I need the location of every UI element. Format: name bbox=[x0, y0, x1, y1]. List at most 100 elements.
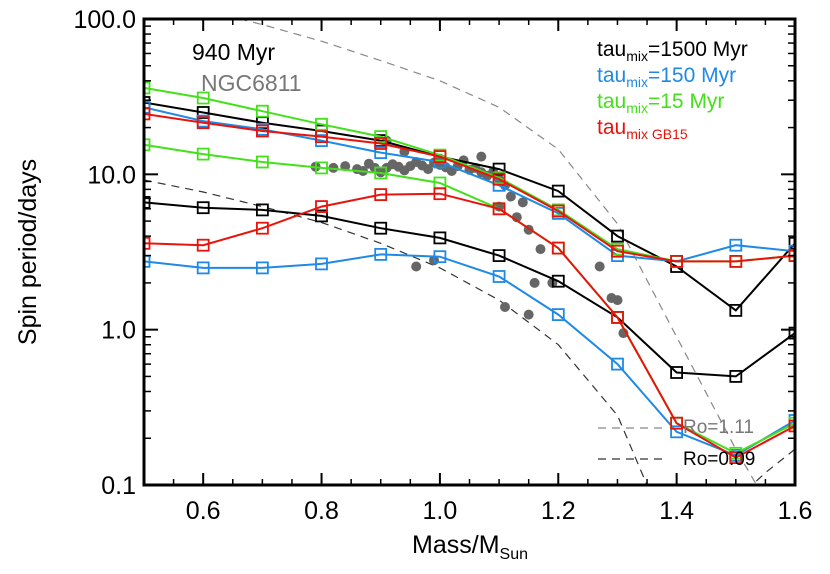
model-series-marker bbox=[196, 261, 210, 275]
model-series-line bbox=[144, 253, 795, 457]
ngc6811-star-point bbox=[423, 164, 434, 175]
rossby-curve bbox=[144, 179, 648, 485]
model-series-marker bbox=[492, 162, 506, 176]
model-series-marker bbox=[433, 187, 447, 201]
model-series-line bbox=[144, 143, 795, 455]
y-tick-label: 100.0 bbox=[73, 6, 136, 34]
model-series-marker bbox=[315, 200, 328, 214]
model-series-marker bbox=[492, 202, 506, 216]
model-series-marker bbox=[551, 184, 565, 198]
x-tick-label: 0.8 bbox=[304, 497, 339, 525]
model-series-marker bbox=[144, 107, 151, 121]
rossby-label-1: Ro=1.11 bbox=[683, 417, 754, 438]
model-series-marker bbox=[255, 221, 269, 235]
model-series-marker bbox=[492, 270, 506, 283]
y-axis-label: Spin period/days bbox=[14, 159, 42, 345]
model-series-marker bbox=[611, 244, 624, 258]
model-series-line bbox=[144, 201, 795, 378]
model-series-marker bbox=[144, 138, 151, 152]
model-series-line bbox=[144, 112, 795, 263]
model-series-marker bbox=[729, 369, 743, 383]
model-series-marker bbox=[551, 308, 565, 322]
model-series-marker bbox=[492, 249, 506, 263]
model-series-marker bbox=[551, 241, 565, 255]
y-tick-label: 1.0 bbox=[101, 317, 136, 345]
model-series-marker bbox=[374, 188, 388, 202]
model-series-marker bbox=[144, 236, 151, 250]
model-series-marker bbox=[788, 236, 795, 250]
model-series-marker bbox=[433, 231, 447, 245]
model-series-marker bbox=[144, 195, 151, 209]
cluster-annotation: NGC6811 bbox=[201, 70, 302, 96]
model-series-marker bbox=[196, 201, 210, 215]
model-series-marker bbox=[255, 203, 269, 217]
ngc6811-star-point bbox=[328, 162, 339, 173]
model-series-marker bbox=[196, 116, 210, 130]
model-series-marker bbox=[729, 254, 743, 268]
x-tick-label: 1.0 bbox=[423, 497, 458, 525]
x-tick-label: 0.6 bbox=[186, 497, 221, 525]
model-series-marker bbox=[492, 172, 506, 186]
model-series-marker bbox=[196, 147, 210, 161]
legend-entry: taumix GB15 bbox=[597, 116, 688, 142]
ngc6811-star-point bbox=[523, 309, 534, 320]
model-series-marker bbox=[670, 254, 683, 268]
legend-entry: taumix=15 Myr bbox=[597, 90, 724, 116]
model-series-marker bbox=[255, 261, 269, 275]
model-series-marker bbox=[374, 247, 388, 261]
model-series-marker bbox=[551, 274, 565, 288]
model-series-marker bbox=[196, 238, 210, 252]
ngc6811-star-point bbox=[500, 302, 510, 312]
model-series-marker bbox=[374, 166, 388, 180]
model-series-marker bbox=[144, 100, 151, 114]
model-series-marker bbox=[255, 124, 269, 138]
model-series-line bbox=[144, 106, 795, 263]
x-tick-label: 1.6 bbox=[778, 497, 813, 525]
model-series-marker bbox=[788, 419, 795, 433]
model-series-marker bbox=[670, 416, 683, 430]
ngc6811-star-point bbox=[476, 151, 487, 162]
legend-entry: taumix=1500 Myr bbox=[597, 38, 748, 64]
rossby-curve bbox=[237, 19, 758, 485]
model-series-line bbox=[144, 101, 795, 312]
model-series-marker bbox=[433, 150, 447, 164]
model-series-marker bbox=[611, 229, 624, 243]
model-series-marker bbox=[144, 81, 151, 95]
ngc6811-star-point bbox=[340, 161, 351, 172]
ngc6811-star-point bbox=[411, 261, 422, 272]
x-axis-label: Mass/MSun bbox=[412, 531, 528, 563]
model-series-marker bbox=[611, 310, 624, 324]
model-series-marker bbox=[255, 104, 269, 118]
model-series-marker bbox=[374, 137, 388, 150]
ngc6811-star-point bbox=[517, 197, 528, 208]
model-series-marker bbox=[315, 257, 328, 271]
model-series-marker bbox=[374, 146, 388, 160]
model-series-marker bbox=[196, 91, 210, 105]
model-series-marker bbox=[788, 326, 795, 340]
model-series-marker bbox=[670, 366, 683, 379]
model-series-marker bbox=[611, 357, 624, 371]
legend-entry: taumix=150 Myr bbox=[597, 64, 736, 90]
model-series-marker bbox=[255, 155, 269, 169]
model-series-marker bbox=[729, 238, 743, 252]
x-tick-label: 1.2 bbox=[541, 497, 576, 525]
ngc6811-star-point bbox=[529, 277, 540, 288]
model-series-marker bbox=[315, 117, 328, 131]
model-series-marker bbox=[670, 425, 683, 439]
model-series-marker bbox=[729, 303, 743, 317]
model-series-marker bbox=[144, 254, 151, 268]
ngc6811-star-point bbox=[612, 295, 623, 306]
ngc6811-star-point bbox=[594, 261, 605, 272]
rossby-label-2: Ro=0.09 bbox=[683, 449, 755, 470]
age-annotation: 940 Myr bbox=[192, 39, 275, 65]
model-series-marker bbox=[374, 130, 388, 144]
ngc6811-star-point bbox=[505, 191, 516, 202]
y-tick-label: 0.1 bbox=[101, 472, 136, 500]
model-series-marker bbox=[433, 250, 447, 264]
x-tick-label: 1.4 bbox=[659, 497, 694, 525]
model-series-marker bbox=[315, 130, 328, 144]
model-series-marker bbox=[374, 221, 388, 235]
y-tick-label: 10.0 bbox=[87, 161, 136, 189]
